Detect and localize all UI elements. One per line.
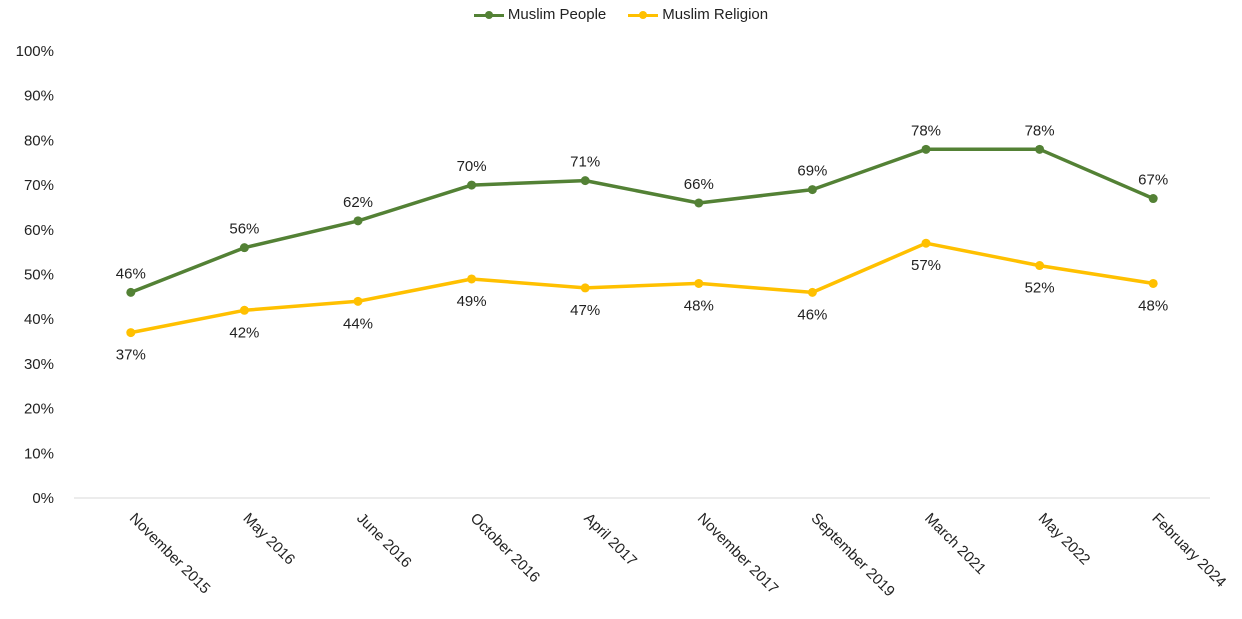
y-tick-label: 10%	[24, 445, 54, 462]
data-label: 46%	[797, 306, 827, 323]
data-point	[1035, 261, 1045, 271]
data-point	[694, 198, 704, 208]
data-label: 57%	[911, 257, 941, 274]
data-label: 78%	[911, 122, 941, 139]
data-point	[921, 238, 931, 248]
data-point	[239, 243, 249, 253]
data-label: 37%	[116, 347, 146, 364]
data-point	[580, 283, 590, 293]
data-point	[353, 216, 363, 226]
series-line	[129, 147, 1155, 295]
data-label: 48%	[1138, 297, 1168, 314]
series-line	[129, 241, 1155, 335]
data-point	[126, 328, 136, 338]
x-tick-label: May 2022	[1035, 510, 1094, 569]
data-label: 46%	[116, 265, 146, 282]
x-tick-label: October 2016	[467, 510, 543, 586]
y-tick-label: 60%	[24, 222, 54, 239]
y-tick-label: 70%	[24, 177, 54, 194]
data-point	[126, 287, 136, 297]
data-label: 42%	[229, 324, 259, 341]
data-point	[1148, 194, 1158, 204]
y-tick-label: 50%	[24, 267, 54, 284]
legend-item-muslim-people: Muslim People	[473, 6, 607, 23]
data-point	[353, 296, 363, 306]
data-point	[1035, 144, 1045, 154]
data-label: 78%	[1025, 122, 1055, 139]
x-tick-label: April 2017	[580, 510, 640, 570]
data-label: 52%	[1025, 280, 1055, 297]
data-point	[1148, 278, 1158, 288]
data-point	[467, 274, 477, 284]
legend-item-muslim-religion: Muslim Religion	[628, 6, 768, 23]
data-point	[807, 287, 817, 297]
y-tick-label: 40%	[24, 311, 54, 328]
x-tick-label: November 2015	[126, 510, 213, 597]
legend-label-muslim-people: Muslim People	[507, 6, 607, 23]
data-point	[807, 185, 817, 195]
x-tick-label: March 2021	[921, 510, 989, 578]
data-label: 67%	[1138, 172, 1168, 189]
legend-swatch-muslim-religion	[628, 10, 659, 20]
data-label: 56%	[229, 221, 259, 238]
x-tick-label: February 2024	[1148, 510, 1229, 591]
legend-label-muslim-religion: Muslim Religion	[662, 6, 769, 23]
x-tick-label: May 2016	[240, 510, 299, 569]
data-label: 71%	[570, 154, 600, 171]
x-tick-label: November 2017	[694, 510, 781, 597]
data-label: 44%	[343, 315, 373, 332]
data-label: 70%	[457, 158, 487, 175]
data-point	[467, 180, 477, 190]
chart-legend: Muslim People Muslim Religion	[0, 6, 1242, 23]
y-tick-label: 20%	[24, 401, 54, 418]
data-label: 66%	[684, 176, 714, 193]
data-label: 47%	[570, 302, 600, 319]
x-tick-label: June 2016	[353, 510, 415, 572]
data-point	[694, 278, 704, 288]
y-tick-label: 90%	[24, 88, 54, 105]
data-point	[239, 305, 249, 315]
data-label: 49%	[457, 293, 487, 310]
y-tick-label: 30%	[24, 356, 54, 373]
y-tick-label: 80%	[24, 132, 54, 149]
y-tick-label: 0%	[32, 490, 54, 507]
x-tick-label: September 2019	[808, 510, 898, 600]
data-label: 62%	[343, 194, 373, 211]
data-point	[921, 144, 931, 154]
data-label: 69%	[797, 163, 827, 180]
legend-swatch-muslim-people	[473, 10, 504, 20]
y-tick-label: 100%	[16, 43, 54, 60]
data-point	[580, 176, 590, 186]
data-label: 48%	[684, 297, 714, 314]
